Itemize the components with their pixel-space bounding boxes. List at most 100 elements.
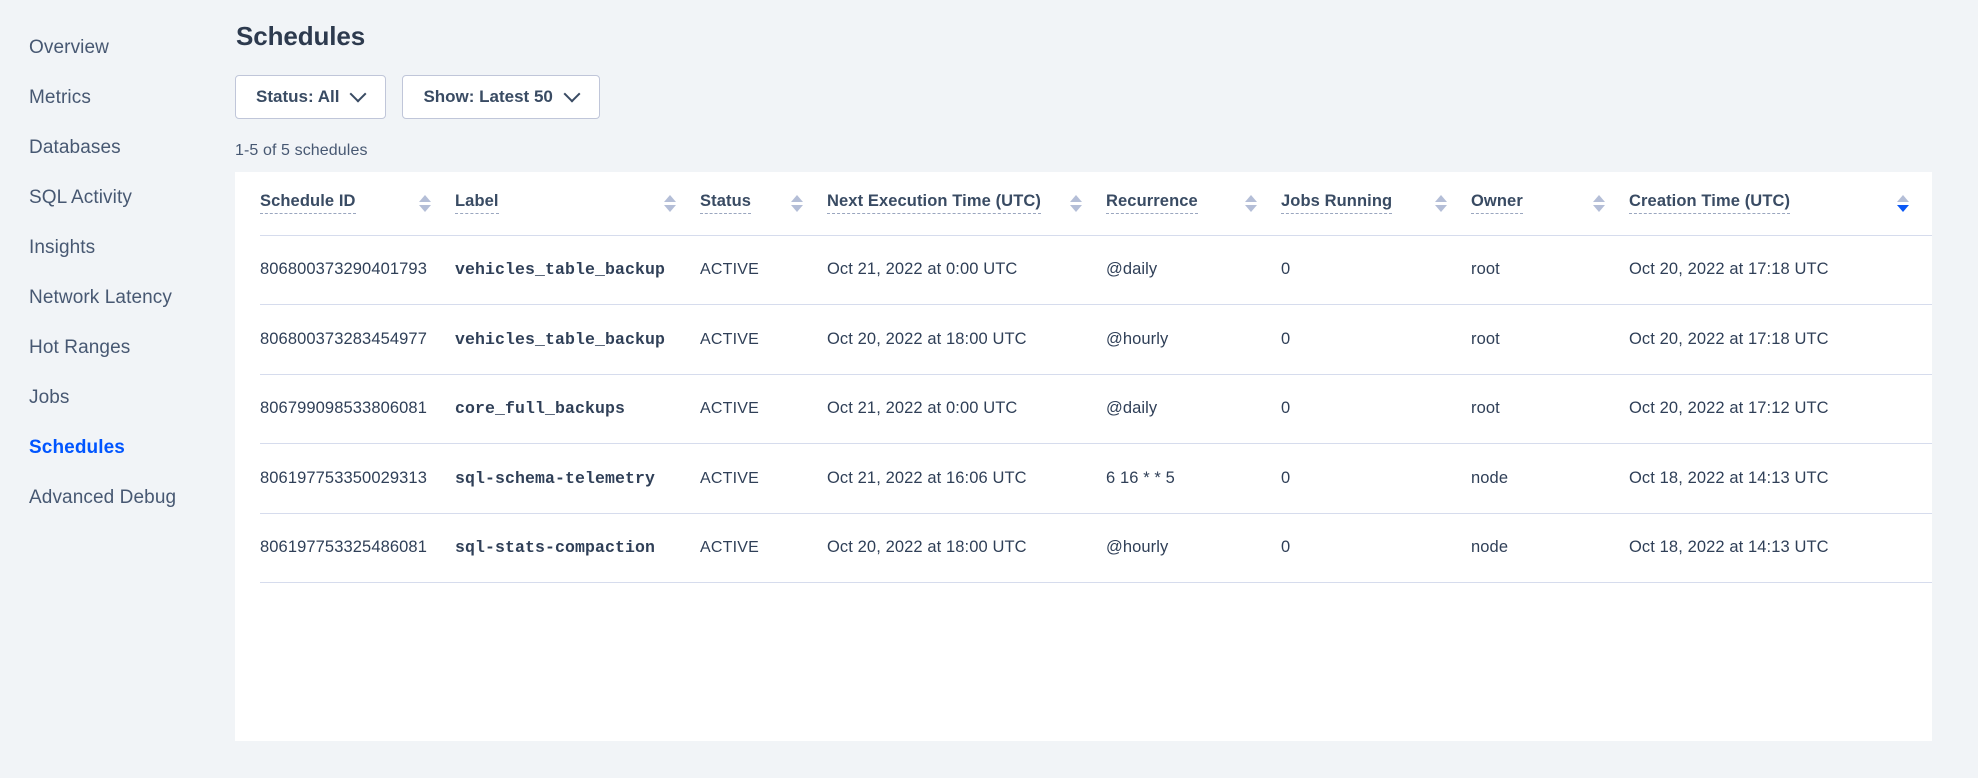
sort-toggle-icon[interactable]: [1435, 194, 1447, 212]
column-header-schedule-id[interactable]: Schedule ID: [260, 172, 455, 236]
column-header-next-execution-time-utc[interactable]: Next Execution Time (UTC): [827, 172, 1106, 236]
schedules-table-card: Schedule ID Label Status Next Execution Tim…: [235, 172, 1932, 741]
main-content: Schedules Status: All Show: Latest 50 1-5…: [235, 0, 1978, 778]
sidebar-item-insights[interactable]: Insights: [0, 223, 235, 273]
sidebar-item-overview[interactable]: Overview: [0, 23, 235, 73]
cell-label[interactable]: sql-stats-compaction: [455, 513, 700, 583]
column-header-label[interactable]: Label: [455, 172, 700, 236]
column-header-jobs-running[interactable]: Jobs Running: [1281, 172, 1471, 236]
table-row[interactable]: 806800373290401793 vehicles_table_backup A…: [260, 235, 1932, 305]
cell-jobs-running: 0: [1281, 443, 1471, 514]
sidebar-item-label: Hot Ranges: [29, 337, 131, 358]
page-title: Schedules: [236, 21, 366, 51]
sidebar-item-hot-ranges[interactable]: Hot Ranges: [0, 323, 235, 373]
cell-label[interactable]: vehicles_table_backup: [455, 235, 700, 305]
cell-schedule-id[interactable]: 806197753325486081: [260, 513, 455, 583]
sidebar-item-label: Insights: [29, 237, 96, 258]
table-row[interactable]: 806800373283454977 vehicles_table_backup A…: [260, 304, 1932, 375]
cell-next-execution-time: Oct 21, 2022 at 0:00 UTC: [827, 374, 1106, 444]
next-execution-time-value: Oct 21, 2022 at 16:06 UTC: [827, 468, 1027, 487]
column-header-status[interactable]: Status: [700, 172, 827, 236]
jobs-running-value: 0: [1281, 399, 1291, 418]
cell-owner: root: [1471, 235, 1629, 305]
show-filter[interactable]: Show: Latest 50: [402, 75, 600, 119]
cell-label[interactable]: sql-schema-telemetry: [455, 443, 700, 514]
table-row[interactable]: 806799098533806081 core_full_backups ACTIV…: [260, 374, 1932, 444]
sidebar-item-jobs[interactable]: Jobs: [0, 373, 235, 423]
label-value: sql-stats-compaction: [455, 538, 656, 558]
status-value: ACTIVE: [700, 469, 759, 487]
column-header-label[interactable]: Creation Time (UTC): [1629, 192, 1791, 215]
cell-owner: node: [1471, 513, 1629, 583]
recurrence-value: @hourly: [1106, 329, 1169, 348]
table-header: Schedule ID Label Status Next Execution Tim…: [260, 172, 1932, 236]
sort-toggle-icon[interactable]: [791, 194, 803, 212]
sort-toggle-icon[interactable]: [1245, 194, 1257, 212]
filter-bar: Status: All Show: Latest 50: [235, 75, 1978, 119]
creation-time-value: Oct 20, 2022 at 17:18 UTC: [1629, 329, 1829, 348]
schedule-id-value: 806197753325486081: [260, 538, 427, 557]
cell-status: ACTIVE: [700, 513, 827, 583]
cell-schedule-id[interactable]: 806800373283454977: [260, 304, 455, 375]
sidebar-item-sql-activity[interactable]: SQL Activity: [0, 173, 235, 223]
label-value: core_full_backups: [455, 399, 626, 419]
creation-time-value: Oct 18, 2022 at 14:13 UTC: [1629, 468, 1829, 487]
cell-label[interactable]: vehicles_table_backup: [455, 304, 700, 375]
schedule-id-value: 806800373283454977: [260, 329, 427, 348]
sidebar: Overview Metrics Databases SQL Activity Insi…: [0, 0, 235, 778]
sort-toggle-icon[interactable]: [1897, 194, 1909, 212]
sidebar-item-databases[interactable]: Databases: [0, 123, 235, 173]
cell-creation-time: Oct 20, 2022 at 17:18 UTC: [1629, 304, 1932, 375]
cell-owner: root: [1471, 374, 1629, 444]
sidebar-item-network-latency[interactable]: Network Latency: [0, 273, 235, 323]
jobs-running-value: 0: [1281, 538, 1291, 557]
sidebar-item-label: Metrics: [29, 87, 91, 108]
column-header-label[interactable]: Status: [700, 192, 752, 215]
cell-jobs-running: 0: [1281, 374, 1471, 444]
recurrence-value: @daily: [1106, 399, 1158, 418]
sidebar-item-label: Advanced Debug: [29, 487, 177, 508]
table-row[interactable]: 806197753350029313 sql-schema-telemetry AC…: [260, 443, 1932, 514]
column-header-recurrence[interactable]: Recurrence: [1106, 172, 1281, 236]
sidebar-item-label: Overview: [29, 37, 109, 58]
cell-next-execution-time: Oct 21, 2022 at 0:00 UTC: [827, 235, 1106, 305]
cell-schedule-id[interactable]: 806799098533806081: [260, 374, 455, 444]
status-value: ACTIVE: [700, 330, 759, 348]
sort-toggle-icon[interactable]: [1593, 194, 1605, 212]
cell-owner: node: [1471, 443, 1629, 514]
sidebar-item-schedules[interactable]: Schedules: [0, 423, 235, 473]
label-value: vehicles_table_backup: [455, 260, 666, 280]
cell-jobs-running: 0: [1281, 513, 1471, 583]
cell-owner: root: [1471, 304, 1629, 375]
cell-schedule-id[interactable]: 806197753350029313: [260, 443, 455, 514]
column-header-label[interactable]: Schedule ID: [260, 192, 356, 215]
creation-time-value: Oct 20, 2022 at 17:12 UTC: [1629, 399, 1829, 418]
owner-value: node: [1471, 468, 1509, 487]
sidebar-item-metrics[interactable]: Metrics: [0, 73, 235, 123]
cell-status: ACTIVE: [700, 235, 827, 305]
status-filter[interactable]: Status: All: [235, 75, 387, 119]
label-value: sql-schema-telemetry: [455, 468, 656, 488]
column-header-label[interactable]: Label: [455, 192, 499, 215]
sidebar-item-advanced-debug[interactable]: Advanced Debug: [0, 473, 235, 523]
column-header-label[interactable]: Owner: [1471, 192, 1523, 215]
column-header-label[interactable]: Jobs Running: [1281, 192, 1393, 215]
column-header-creation-time-utc[interactable]: Creation Time (UTC): [1629, 172, 1932, 236]
jobs-running-value: 0: [1281, 329, 1291, 348]
chevron-down-icon: [352, 88, 365, 101]
column-header-label[interactable]: Next Execution Time (UTC): [827, 192, 1041, 215]
cell-label[interactable]: core_full_backups: [455, 374, 700, 444]
column-header-owner[interactable]: Owner: [1471, 172, 1629, 236]
table-row[interactable]: 806197753325486081 sql-stats-compaction AC…: [260, 513, 1932, 583]
sort-toggle-icon[interactable]: [419, 194, 431, 212]
sort-toggle-icon[interactable]: [664, 194, 676, 212]
sidebar-item-label: SQL Activity: [29, 187, 132, 208]
creation-time-value: Oct 20, 2022 at 17:18 UTC: [1629, 260, 1829, 279]
column-header-label[interactable]: Recurrence: [1106, 192, 1198, 215]
sort-toggle-icon[interactable]: [1070, 194, 1082, 212]
cell-status: ACTIVE: [700, 304, 827, 375]
cell-schedule-id[interactable]: 806800373290401793: [260, 235, 455, 305]
chevron-down-icon: [566, 88, 579, 101]
label-value: vehicles_table_backup: [455, 329, 666, 349]
